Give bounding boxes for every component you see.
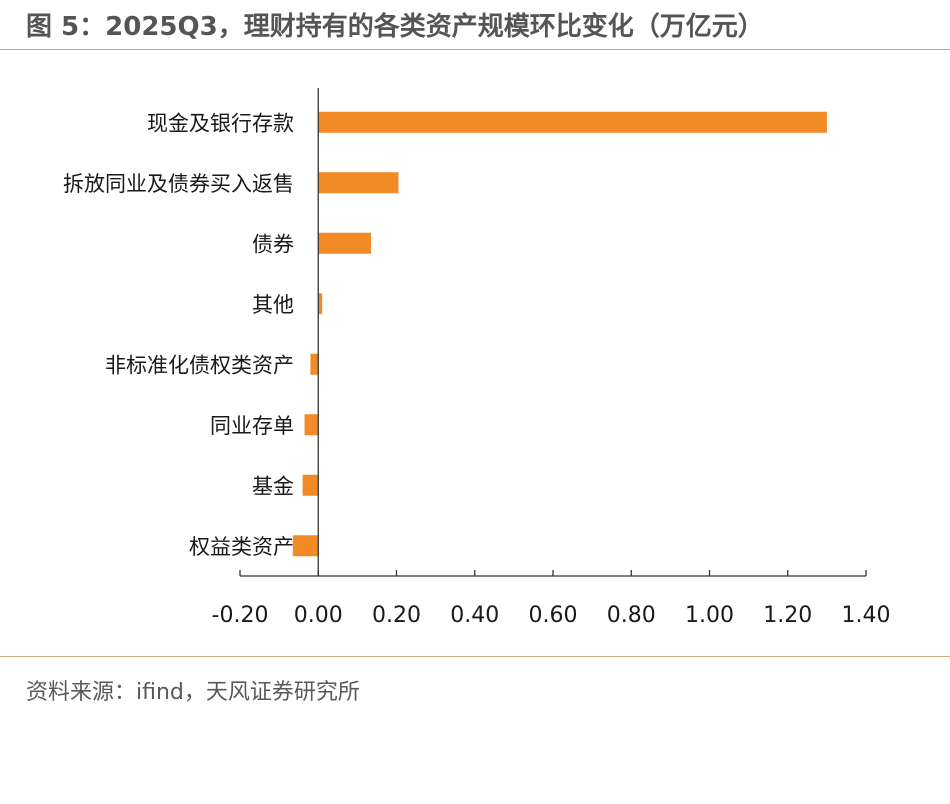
x-tick-label-4: 0.60 [529, 603, 578, 628]
category-label-3: 其他 [252, 293, 294, 317]
bar-6 [302, 474, 319, 496]
x-tick-label-7: 1.20 [763, 603, 812, 628]
category-label-1: 拆放同业及债券买入返售 [63, 172, 294, 196]
tick-labels: -0.20 0.00 0.20 0.40 0.60 0.80 1.00 1.20 1.40 [212, 603, 891, 628]
category-label-4: 非标准化债权类资产 [105, 353, 294, 377]
footer-divider [0, 656, 950, 657]
x-tick-label-1: 0.00 [294, 603, 343, 628]
bar-2 [318, 232, 372, 254]
x-tick-label-6: 1.00 [685, 603, 734, 628]
x-tick-label-2: 0.20 [372, 603, 421, 628]
category-label-7: 权益类资产 [189, 535, 294, 559]
category-label-0: 现金及银行存款 [147, 111, 294, 135]
chart-title: 图 5：2025Q3，理财持有的各类资产规模环比变化（万亿元） [26, 12, 764, 42]
bar-3 [318, 293, 323, 315]
category-label-5: 同业存单 [210, 414, 294, 438]
category-label-2: 债券 [252, 232, 294, 256]
x-tick-label-8: 1.40 [842, 603, 891, 628]
bar-0 [318, 111, 827, 133]
x-tick-label-5: 0.80 [607, 603, 656, 628]
category-labels: 现金及银行存款拆放同业及债券买入返售债券其他非标准化债权类资产同业存单基金权益类… [63, 111, 294, 559]
source-note: 资料来源：ifind，天风证券研究所 [26, 680, 360, 705]
bar-chart: 现金及银行存款拆放同业及债券买入返售债券其他非标准化债权类资产同业存单基金权益类… [63, 88, 891, 628]
bar-4 [310, 353, 319, 375]
category-label-6: 基金 [252, 474, 294, 498]
axes-group [239, 88, 867, 577]
bars-group [292, 111, 827, 557]
bar-5 [304, 414, 319, 436]
x-tick-label-3: 0.40 [450, 603, 499, 628]
bar-7 [292, 535, 319, 557]
title-divider [0, 49, 950, 50]
bar-1 [318, 172, 399, 194]
x-tick-label-0: -0.20 [212, 603, 269, 628]
